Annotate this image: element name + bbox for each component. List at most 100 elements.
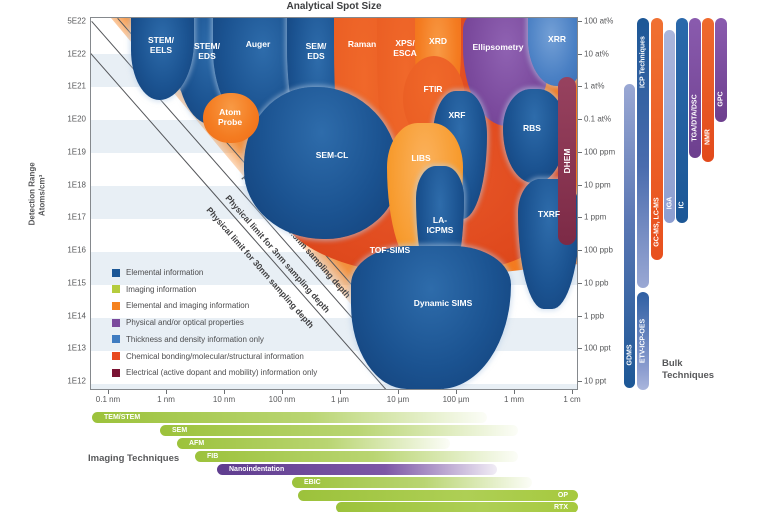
legend-item: Chemical bonding/molecular/structural in… — [112, 352, 304, 361]
legend-swatch — [112, 301, 120, 310]
imaging-pill-tem-stem — [92, 412, 487, 423]
legend-item: Imaging information — [112, 285, 196, 294]
auger-label: Auger — [245, 38, 271, 49]
imaging-pill-label: TEM/STEM — [104, 414, 141, 421]
right-axis-tick-label: 10 ppb — [584, 278, 609, 288]
bulk-techniques-title: Bulk Techniques — [662, 358, 714, 382]
imaging-techniques-title: Imaging Techniques — [88, 453, 180, 464]
y-axis-tick-label: 1E17 — [67, 212, 86, 222]
y-axis-tick-label: 1E19 — [67, 147, 86, 157]
bulk-pill-label: TGA/DTA/DSC — [691, 94, 699, 142]
y-axis-title: Detection Range Atoms/cm³ — [27, 162, 49, 226]
stem-eels-label: STEM/ EELS — [148, 34, 174, 55]
raman-label: Raman — [347, 38, 377, 49]
legend-swatch — [112, 268, 120, 277]
right-axis-tick-label: 0.1 at% — [584, 114, 612, 124]
sem-eds-label: SEM/ EDS — [305, 40, 327, 61]
dhem-blob — [558, 77, 576, 245]
x-axis-tickmark — [282, 390, 283, 394]
imaging-pill-rtx — [336, 502, 578, 512]
right-axis-tickmark — [578, 315, 582, 317]
legend-label: Physical and/or optical properties — [126, 318, 244, 328]
bulk-pill-tga-dta-dsc — [689, 18, 701, 158]
bulk-pill-label: ICP Techniques — [639, 36, 647, 88]
bulk-pill-label: ETV-ICP-OES — [639, 318, 647, 364]
y-axis-tick-label: 1E15 — [67, 278, 86, 288]
imaging-pill-fib — [195, 451, 518, 462]
legend-item: Thickness and density information only — [112, 335, 264, 344]
imaging-pill-label: EBIC — [304, 479, 321, 486]
y-axis-title-line2: Atoms/cm³ — [38, 174, 47, 217]
dynamic-sims-blob — [351, 246, 511, 389]
atom-probe-blob — [203, 93, 259, 143]
right-axis-tickmark — [578, 348, 582, 350]
y-axis-tick-label: 1E18 — [67, 180, 86, 190]
xrr-label: XRR — [548, 33, 566, 44]
imaging-pill-label: OP — [557, 492, 568, 499]
x-axis-tick-label: 1 mm — [504, 395, 524, 404]
x-axis-tickmark — [514, 390, 515, 394]
xrd-label: XRD — [429, 35, 447, 46]
right-axis-tickmark — [578, 86, 582, 88]
x-axis-tick-label: 10 nm — [212, 395, 236, 404]
legend-swatch — [112, 335, 120, 344]
plot-area: Physical limit for 0.3nm sampling depthP… — [90, 17, 578, 390]
right-axis-tick-label: 1 ppm — [584, 212, 607, 222]
imaging-pill-nanoindentation — [217, 464, 497, 475]
x-axis-tick-label: 100 µm — [442, 395, 470, 404]
y-axis-tick-label: 1E22 — [67, 49, 86, 59]
x-axis-tickmark — [108, 390, 109, 394]
libs-label: LIBS — [411, 152, 431, 163]
x-axis-tick-label: 0.1 nm — [95, 395, 121, 404]
bulk-pill-label: NMR — [704, 129, 712, 145]
tof-sims-label: TOF-SIMS — [369, 244, 411, 255]
x-axis-tickmark — [166, 390, 167, 394]
imaging-pill-op — [298, 490, 578, 501]
legend-swatch — [112, 368, 120, 377]
x-axis-tick-label: 1 cm — [563, 395, 581, 404]
xrf-label: XRF — [448, 109, 466, 120]
right-axis-tickmark — [578, 184, 582, 186]
legend-item: Elemental and imaging information — [112, 301, 249, 310]
xps-esca-label: XPS/ ESCA — [393, 37, 417, 58]
legend-label: Elemental and imaging information — [126, 301, 250, 311]
rbs-blob — [503, 89, 566, 183]
bulk-pill-label: GC-MS, LC-MS — [653, 197, 661, 247]
imaging-pill-label: SEM — [172, 427, 188, 434]
x-axis-tick-label: 10 µm — [386, 395, 410, 404]
chart-title: Analytical Spot Size — [286, 1, 382, 12]
sem-cl-label: SEM-CL — [315, 149, 349, 160]
imaging-pill-afm — [177, 438, 450, 449]
bulk-pill-icp-techniques — [637, 18, 649, 288]
bulk-pill-label: IGA — [666, 196, 673, 210]
rbs-label: RBS — [523, 122, 541, 133]
x-axis-tickmark — [572, 390, 573, 394]
legend-item: Physical and/or optical properties — [112, 318, 244, 327]
legend-label: Elemental information — [126, 268, 204, 277]
txrf-label: TXRF — [537, 208, 561, 219]
stem-eds-label: STEM/ EDS — [194, 40, 220, 61]
right-axis-tick-label: 1 at% — [584, 81, 605, 91]
y-axis-tick-label: 5E22 — [67, 16, 86, 26]
bulk-pill-gc-ms-lc-ms — [651, 18, 663, 260]
right-axis-tickmark — [578, 151, 582, 153]
right-axis-tickmark — [578, 53, 582, 55]
legend-label: Imaging information — [126, 284, 197, 294]
atom-probe-label: Atom Probe — [217, 106, 243, 127]
x-axis-tickmark — [398, 390, 399, 394]
bulk-pill-gdms — [624, 84, 635, 388]
bulk-pill-nmr — [702, 18, 714, 162]
imaging-pill-label: AFM — [189, 440, 205, 447]
right-axis-tick-label: 100 ppm — [584, 147, 616, 157]
imaging-pill-label: Nanoindentation — [229, 466, 285, 473]
legend-label: Electrical (active dopant and mobility) … — [126, 368, 318, 378]
bulk-pill-ic — [676, 18, 688, 223]
legend-label: Thickness and density information only — [126, 334, 264, 344]
bulk-pill-label: GPC — [717, 91, 725, 107]
y-axis-tick-label: 1E21 — [67, 81, 86, 91]
dhem-label: DHEM — [561, 148, 572, 174]
ellipsometry-label: Ellipsometry — [472, 41, 524, 52]
y-axis-title-line1: Detection Range — [27, 162, 37, 226]
imaging-pill-sem — [160, 425, 518, 436]
